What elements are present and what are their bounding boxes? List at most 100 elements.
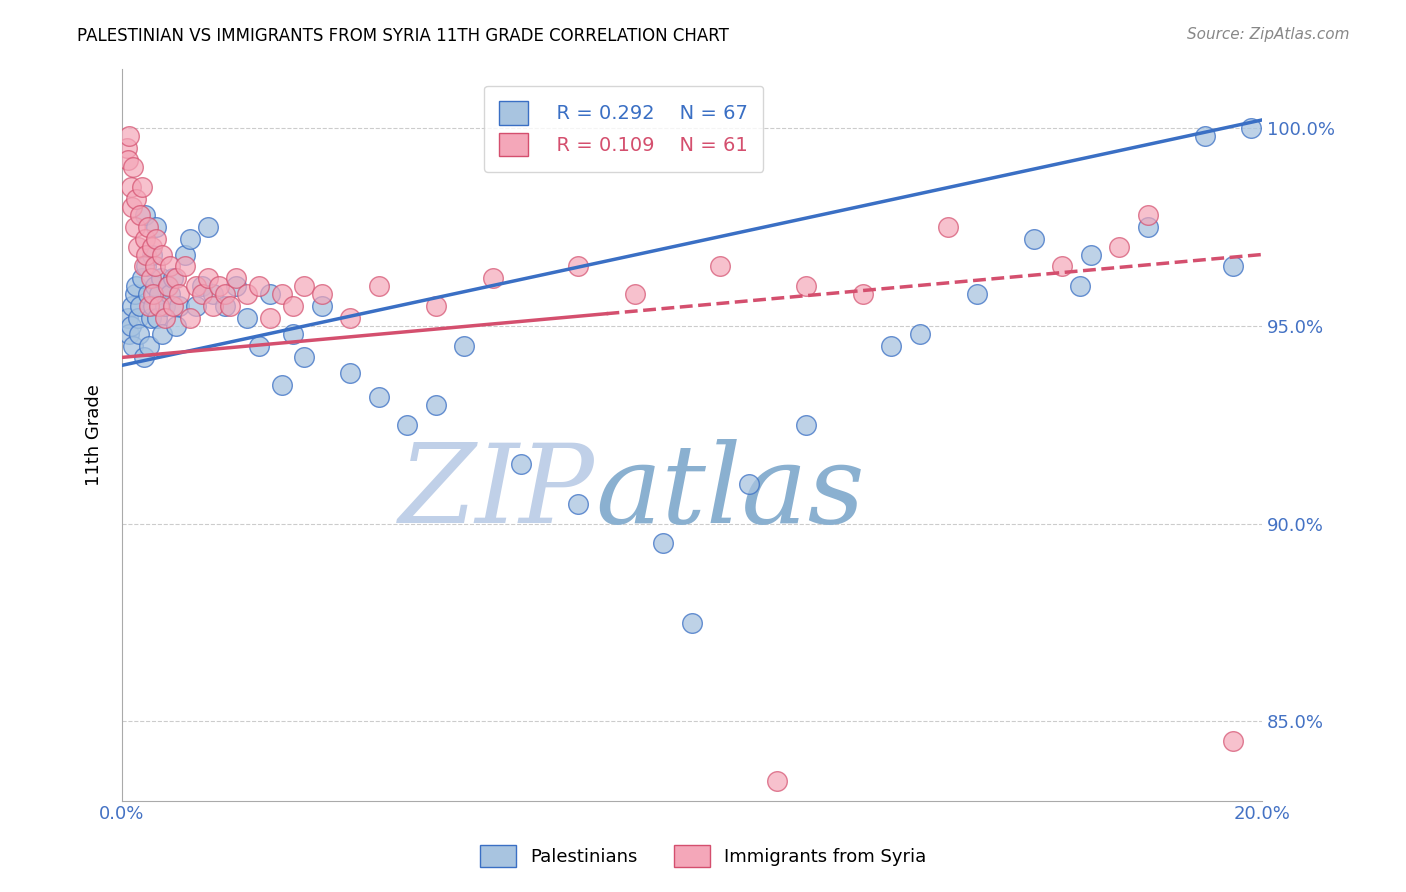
Point [128,326,150,341]
Point [136,219,159,234]
Point [219,299,242,313]
Point [153,310,176,325]
Point [138,299,160,313]
Point [339,310,361,325]
Point [150,326,173,341]
Point [908,326,931,341]
Point [159,287,181,301]
Point [136,287,159,301]
Point [311,287,333,301]
Point [156,279,179,293]
Point [142,299,165,313]
Point [167,287,190,301]
Point [139,271,162,285]
Point [124,287,146,301]
Text: atlas: atlas [595,440,865,547]
Point [132,260,155,274]
Point [153,299,176,313]
Point [143,260,166,274]
Point [281,326,304,341]
Point [121,299,143,313]
Point [453,338,475,352]
Point [236,287,259,301]
Point [1136,219,1159,234]
Point [162,299,184,313]
Point [247,338,270,352]
Point [197,219,219,234]
Point [120,318,142,333]
Point [124,219,146,234]
Point [132,351,155,365]
Point [148,299,170,313]
Point [139,310,162,325]
Point [117,153,139,167]
Point [1108,239,1130,253]
Point [122,338,145,352]
Point [121,200,143,214]
Point [191,279,214,293]
Point [339,366,361,380]
Point [142,287,165,301]
Point [145,232,167,246]
Point [567,260,589,274]
Point [146,310,169,325]
Point [131,271,153,285]
Point [1239,120,1261,135]
Point [1222,260,1244,274]
Point [270,287,292,301]
Point [156,279,179,293]
Point [145,219,167,234]
Point [1069,279,1091,293]
Point [131,180,153,194]
Point [1022,232,1045,246]
Point [214,299,236,313]
Point [1136,208,1159,222]
Point [510,457,533,471]
Point [118,326,141,341]
Point [135,260,157,274]
Point [122,161,145,175]
Point [138,338,160,352]
Point [173,260,195,274]
Point [214,287,236,301]
Point [236,310,259,325]
Point [197,271,219,285]
Text: PALESTINIAN VS IMMIGRANTS FROM SYRIA 11TH GRADE CORRELATION CHART: PALESTINIAN VS IMMIGRANTS FROM SYRIA 11T… [77,27,730,45]
Point [367,390,389,404]
Point [852,287,875,301]
Point [165,318,187,333]
Point [125,279,148,293]
Point [481,271,503,285]
Point [681,615,703,630]
Point [294,279,316,293]
Point [202,287,225,301]
Point [202,299,225,313]
Point [738,477,761,491]
Point [115,141,138,155]
Point [294,351,316,365]
Legend: Palestinians, Immigrants from Syria: Palestinians, Immigrants from Syria [472,838,934,874]
Point [165,271,187,285]
Point [141,247,163,261]
Point [159,260,181,274]
Point [281,299,304,313]
Point [966,287,988,301]
Text: ZIP: ZIP [399,440,595,547]
Legend:   R = 0.292    N = 67,   R = 0.109    N = 61: R = 0.292 N = 67, R = 0.109 N = 61 [484,86,763,172]
Point [425,299,447,313]
Point [367,279,389,293]
Point [259,287,281,301]
Point [129,208,152,222]
Point [709,260,731,274]
Point [186,279,208,293]
Point [880,338,903,352]
Point [425,398,447,412]
Point [162,271,184,285]
Point [148,287,170,301]
Point [149,271,172,285]
Point [624,287,647,301]
Point [117,310,139,325]
Point [125,192,148,206]
Point [141,239,163,253]
Point [225,279,247,293]
